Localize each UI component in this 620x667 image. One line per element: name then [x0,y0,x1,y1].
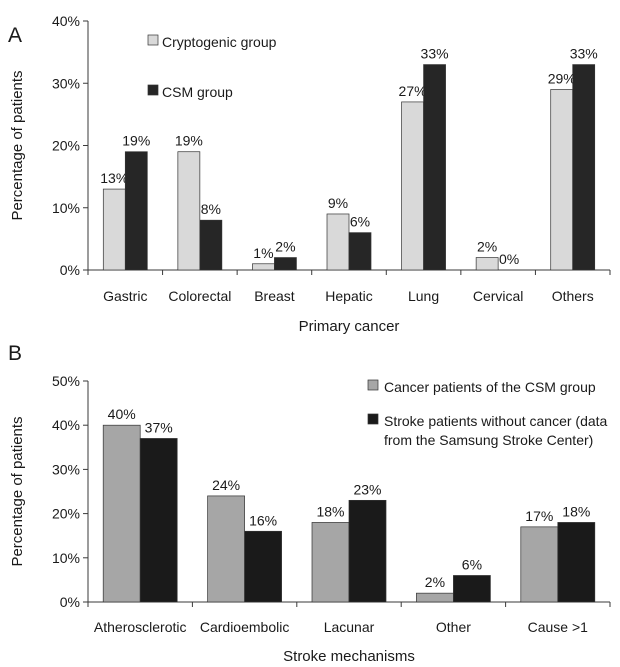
bar-series-2 [274,257,297,271]
x-category-label: Hepatic [325,288,372,304]
data-label: 40% [108,406,136,422]
data-label: 27% [399,83,427,99]
x-category-label: Cause >1 [528,619,589,635]
x-category-label: Lacunar [324,619,375,635]
data-label: 2% [425,574,445,590]
x-category-label: Breast [254,288,295,304]
y-tick-label: 30% [52,75,80,91]
y-tick-label: 40% [52,13,80,29]
y-tick-label: 20% [52,506,80,522]
y-tick-label: 10% [52,550,80,566]
y-axis-title: Percentage of patients [9,416,26,566]
bar-series-1 [102,188,126,271]
bar-series-1 [252,263,275,271]
data-label: 18% [316,503,344,519]
bar-series-2 [199,219,223,271]
x-category-label: Other [436,619,471,635]
y-tick-label: 30% [52,461,80,477]
data-label: 17% [525,508,553,524]
data-label: 1% [253,245,273,261]
bar-series-2 [348,232,372,271]
bar-series-1 [475,257,499,271]
bar-series-1 [177,151,201,271]
data-label: 8% [201,201,221,217]
bar-series-1 [520,526,559,603]
data-label: 6% [350,214,370,230]
bar-series-1 [550,89,574,271]
data-label: 9% [328,195,348,211]
chart-panel-a: A 0% 10% 20% 30% 40% 13% 19% Gastric 19% 8% Colorec… [8,13,611,335]
y-tick-label: 0% [60,594,80,610]
data-label: 37% [145,419,173,435]
bar-series-2 [423,64,446,271]
y-tick-label: 40% [52,417,80,433]
bar-series-1 [416,592,454,603]
data-label: 6% [462,556,482,572]
chart-panel-b: B 0% 10% 20% 30% 40% 50% 40% 37% Atherosclerotic 2… [8,342,611,665]
bar-series-1 [207,495,245,603]
legend-label: CSM group [162,84,233,100]
legend-label: Cryptogenic group [162,34,277,50]
legend-label: Cancer patients of the CSM group [384,379,596,395]
x-category-label: Cervical [473,288,524,304]
data-label: 29% [548,70,576,86]
panel-letter: A [8,24,22,47]
data-label: 24% [212,477,240,493]
bar-series-1 [102,424,141,603]
bar-series-1 [326,213,350,271]
x-category-label: Colorectal [168,288,231,304]
x-category-label: Atherosclerotic [94,619,187,635]
legend-label: from the Samsung Stroke Center) [384,432,593,448]
bar-series-2 [139,438,178,603]
legend-label: Stroke patients without cancer (data [384,413,608,429]
data-label: 19% [175,133,203,149]
panel-letter: B [8,342,22,365]
data-label: 18% [562,503,590,519]
legend-swatch [147,84,159,96]
y-tick-label: 20% [52,138,80,154]
y-axis-title: Percentage of patients [9,70,26,220]
data-label: 2% [477,239,497,255]
x-category-label: Gastric [103,288,147,304]
bar-series-2 [348,499,387,603]
bar-series-2 [244,530,282,603]
data-label: 13% [100,170,128,186]
data-label: 33% [570,46,598,62]
bar-series-2 [557,522,596,603]
bar-series-2 [453,575,491,603]
x-axis-title: Primary cancer [299,318,400,335]
bar-series-2 [124,151,148,271]
x-axis-title: Stroke mechanisms [283,648,415,665]
data-label: 16% [249,512,277,528]
y-tick-label: 10% [52,200,80,216]
legend-swatch [147,34,159,46]
data-label: 19% [122,133,150,149]
bar-series-2 [572,64,596,271]
bar-series-1 [401,101,424,271]
data-label: 2% [275,239,295,255]
legend-swatch [367,379,379,391]
x-category-label: Lung [408,288,439,304]
data-label: 0% [499,251,519,267]
bar-series-1 [311,522,350,603]
x-category-label: Others [552,288,594,304]
data-label: 23% [353,481,381,497]
data-label: 33% [421,46,449,62]
legend-swatch [367,413,379,425]
y-tick-label: 50% [52,373,80,389]
y-tick-label: 0% [60,262,80,278]
x-category-label: Cardioembolic [200,619,289,635]
